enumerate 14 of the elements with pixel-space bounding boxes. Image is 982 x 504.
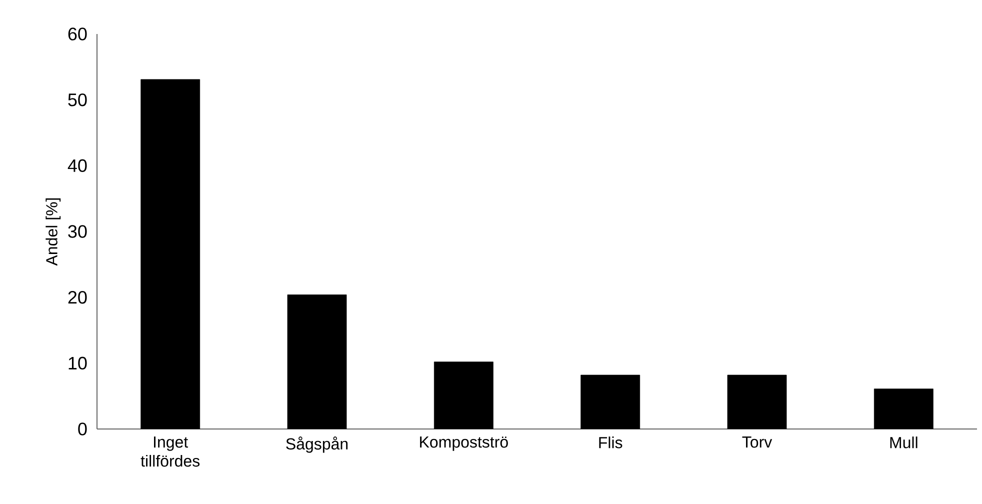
y-tick-label: 20: [68, 290, 87, 304]
y-tick-label: 40: [68, 159, 87, 172]
y-tick-label: 60: [68, 28, 87, 40]
x-tick-label: Inget tillfördes: [140, 436, 200, 467]
x-tick-label: Kompostströ: [420, 436, 508, 451]
x-tick-label: Mull: [890, 436, 918, 448]
y-axis-title: Andel [%]: [46, 198, 61, 266]
y-tick-label: 0: [78, 422, 87, 436]
x-tick-label: Flis: [599, 436, 622, 448]
x-tick-label: Sågspån: [286, 436, 348, 453]
y-tick-label: 30: [68, 225, 87, 238]
y-tick-label: 50: [68, 93, 87, 106]
y-tick-label: 10: [68, 356, 87, 370]
x-tick-label: Torv: [742, 436, 772, 448]
